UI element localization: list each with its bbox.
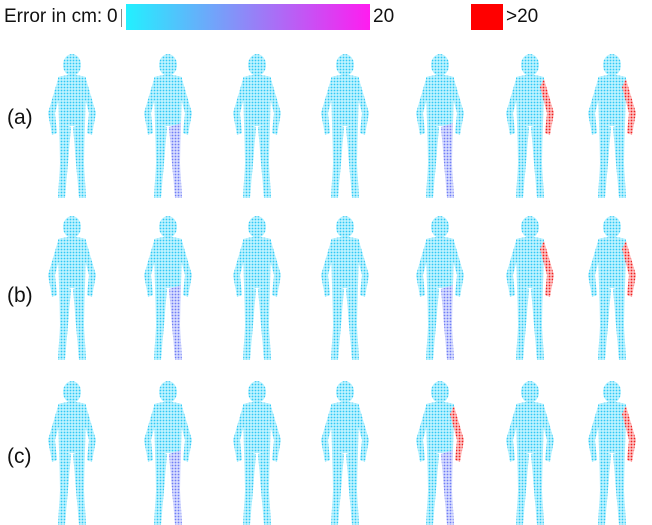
mesh-figure [144,381,192,525]
mesh-figure [416,381,464,525]
mesh-figure [416,216,464,360]
mesh-figure [321,381,369,525]
mesh-figure [588,381,636,525]
mesh-figure [506,216,554,360]
mesh-figure [48,216,96,360]
mesh-figure [233,54,281,198]
mesh-figure [48,381,96,525]
mesh-figure [588,216,636,360]
mesh-figure [416,54,464,198]
mesh-figure [506,381,554,525]
mesh-figure [321,54,369,198]
mesh-figure [588,54,636,198]
mesh-figure [48,54,96,198]
mesh-figure [321,216,369,360]
mesh-figure [233,381,281,525]
mesh-figure [506,54,554,198]
mesh-figure [233,216,281,360]
mesh-figure [144,54,192,198]
mesh-figure [144,216,192,360]
